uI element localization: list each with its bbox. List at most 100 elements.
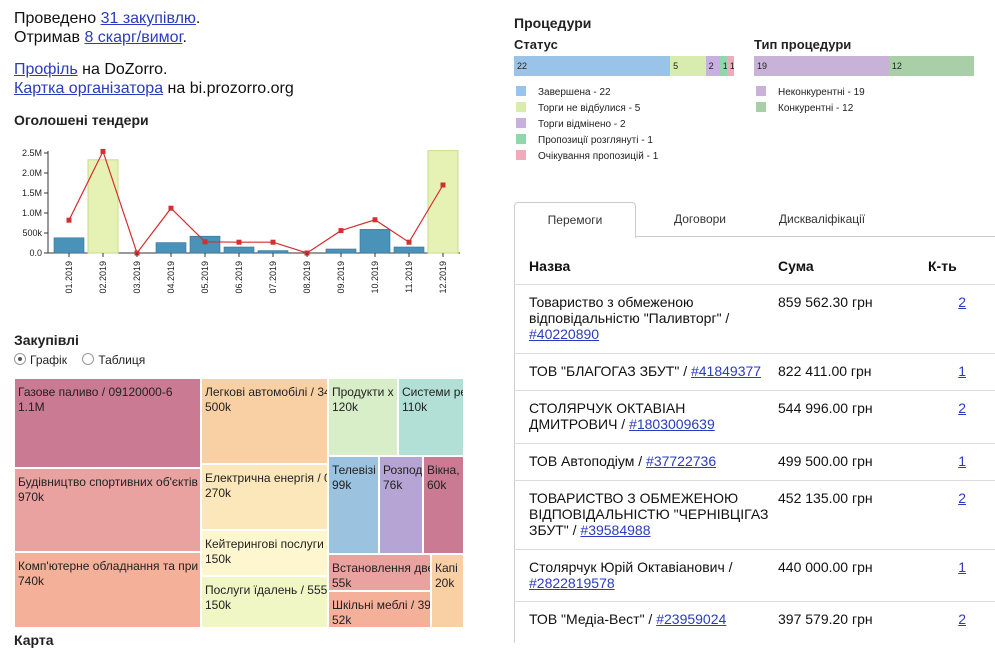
stacked-segment[interactable]: 19 [754, 56, 889, 76]
legend-label: Торги не відбулися - 5 [538, 103, 641, 114]
radio-table[interactable] [82, 353, 95, 365]
winner-name: ТОВ "БЛАГОГАЗ ЗБУТ" / #41849377 [529, 363, 769, 379]
legend-item: Очікування пропозицій - 1 [516, 150, 658, 163]
x-tick-label: 04.2019 [166, 261, 176, 294]
treemap-cell[interactable]: Кейтерингові послуги /150k [201, 530, 328, 576]
line-point [100, 148, 106, 154]
legend-label: Завершена - 22 [538, 87, 611, 98]
winner-id-link[interactable]: #23959024 [656, 611, 727, 627]
winner-name-text: Столярчук Юрій Октавіанович / [529, 559, 733, 575]
treemap-cell[interactable]: Газове паливо / 09120000-6 1.1M [14, 378, 201, 468]
treemap-cell[interactable]: Телевізі 99k [328, 456, 379, 554]
treemap-cell-value: 76k [383, 478, 403, 492]
treemap-cell[interactable]: Електрична енергія / 0 270k [201, 464, 328, 530]
legend-item: Торги відмінено - 2 [516, 118, 626, 131]
legend-item: Неконкурентні - 19 [756, 86, 865, 99]
treemap-cell-label: Системи ре [402, 385, 464, 399]
col-header-sum: Сума [778, 258, 814, 274]
radio-table-label[interactable]: Таблиця [98, 353, 146, 367]
treemap-cell[interactable]: Системи ре 110k [398, 378, 464, 456]
profile-link[interactable]: Профіль [14, 61, 78, 78]
procedures-title: Процедури [514, 15, 592, 31]
treemap-cell-value: 60k [427, 478, 447, 492]
treemap-cell[interactable]: Розпод 76k [379, 456, 423, 554]
treemap-cell[interactable]: Капі 20k [431, 554, 464, 628]
stacked-segment[interactable]: 2 [705, 56, 720, 76]
winner-count-link[interactable]: 2 [958, 294, 966, 310]
table-row: ТОВ Автоподіум / #37722736 499 500.00 грн… [514, 443, 995, 481]
treemap-cell-label: Послуги їдалень / 555 [205, 583, 328, 597]
legend-label: Очікування пропозицій - 1 [538, 151, 659, 162]
stacked-segment[interactable]: 5 [670, 56, 706, 76]
purchases-count-link[interactable]: 31 закупівлю [100, 10, 196, 27]
tab-wins[interactable]: Перемоги [514, 202, 636, 238]
winner-count-link[interactable]: 2 [958, 400, 966, 416]
treemap-cell[interactable]: Вікна, 60k [423, 456, 464, 554]
treemap-cell[interactable]: Шкільні меблі / 39 52k [328, 591, 431, 628]
summary-block: Проведено 31 закупівлю. Отримав 8 скарг/… [14, 9, 200, 47]
y-tick-label: 500k [22, 228, 42, 238]
line-point [236, 239, 242, 245]
legend-swatch [516, 134, 526, 144]
winner-count-link[interactable]: 1 [958, 559, 966, 575]
treemap-cell[interactable]: Будівництво спортивних об'єктів 970k [14, 468, 201, 552]
winner-count-link[interactable]: 2 [958, 490, 966, 506]
winner-id-link[interactable]: #41849377 [690, 363, 762, 379]
winner-name-text: Товариство з обмеженою відповідальністю … [529, 294, 730, 326]
treemap-cell[interactable]: Комп'ютерне обладнання та при 740k [14, 552, 201, 628]
x-tick-label: 05.2019 [200, 261, 210, 294]
treemap-cell-value: 150k [205, 598, 232, 612]
tenders-title: Оголошені тендери [14, 112, 149, 128]
winner-id-link[interactable]: #37722736 [646, 453, 717, 469]
legend-label: Пропозиції розглянуті - 1 [538, 135, 653, 146]
treemap-cell[interactable]: Легкові автомобілі / 34 500k [201, 378, 328, 464]
winner-count-link[interactable]: 1 [958, 453, 966, 469]
view-toggle: Графік Таблиця [14, 353, 145, 367]
winner-sum: 397 579.20 грн [778, 611, 873, 627]
winner-count-link[interactable]: 1 [958, 363, 966, 379]
legend-item: Пропозиції розглянуті - 1 [516, 134, 653, 147]
winner-id-link[interactable]: #39584988 [580, 522, 651, 538]
winner-id-link[interactable]: #40220890 [529, 326, 600, 342]
treemap-cell[interactable]: Встановлення две 55k [328, 554, 431, 591]
winner-name-text: ТОВ "Медіа-Вест" / [529, 611, 657, 627]
treemap-cell-value: 55k [332, 576, 352, 590]
treemap-cell-value: 52k [332, 613, 352, 627]
treemap-cell[interactable]: Продукти х 120k [328, 378, 398, 456]
stacked-segment[interactable]: 1 [719, 56, 727, 76]
winner-id-link[interactable]: #2822819578 [529, 575, 615, 591]
treemap-cell-label: Шкільні меблі / 39 [332, 598, 431, 612]
stacked-segment[interactable]: 12 [888, 56, 974, 76]
legend-item: Завершена - 22 [516, 86, 611, 99]
radio-graph-label[interactable]: Графік [30, 353, 67, 367]
stacked-segment[interactable]: 1 [726, 56, 734, 76]
treemap-cell-value: 1.1M [18, 400, 45, 414]
bar [359, 229, 391, 254]
line-point [270, 239, 276, 245]
legend-swatch [516, 118, 526, 128]
treemap-cell-label: Електрична енергія / 0 [205, 471, 328, 485]
winner-count-link[interactable]: 2 [958, 611, 966, 627]
treemap-cell[interactable]: Послуги їдалень / 555 150k [201, 576, 328, 628]
y-tick-label: 2.0M [22, 168, 42, 178]
purchases-title: Закупівлі [14, 332, 79, 348]
stacked-segment[interactable]: 22 [514, 56, 671, 76]
table-row: ТОВ "Медіа-Вест" / #23959024 397 579.20 г… [514, 601, 995, 644]
treemap-cell-value: 970k [18, 490, 45, 504]
treemap-cell-value: 270k [205, 486, 232, 500]
y-tick-label: 1.0M [22, 208, 42, 218]
tenders-chart: 0.0 500k 1.0M 1.5M 2.0M 2.5M 01.2019 02.2019 03.… [22, 148, 460, 294]
summary-text: . [182, 29, 187, 46]
treemap-cell-label: Газове паливо / 09120000-6 [18, 385, 173, 399]
organizer-card-link[interactable]: Картка організатора [14, 80, 164, 97]
line-series [68, 149, 444, 255]
tab-contracts[interactable]: Договори [673, 212, 726, 226]
winner-id-link[interactable]: #1803009639 [629, 416, 715, 432]
x-tick-label: 02.2019 [98, 261, 108, 294]
profile-text: на DoZorro. [77, 61, 168, 78]
line-point [406, 239, 412, 245]
complaints-link[interactable]: 8 скарг/вимог [84, 29, 183, 46]
line-point [66, 217, 72, 223]
radio-graph[interactable] [14, 353, 26, 365]
tab-disqualifications[interactable]: Дискваліфікації [778, 212, 866, 226]
